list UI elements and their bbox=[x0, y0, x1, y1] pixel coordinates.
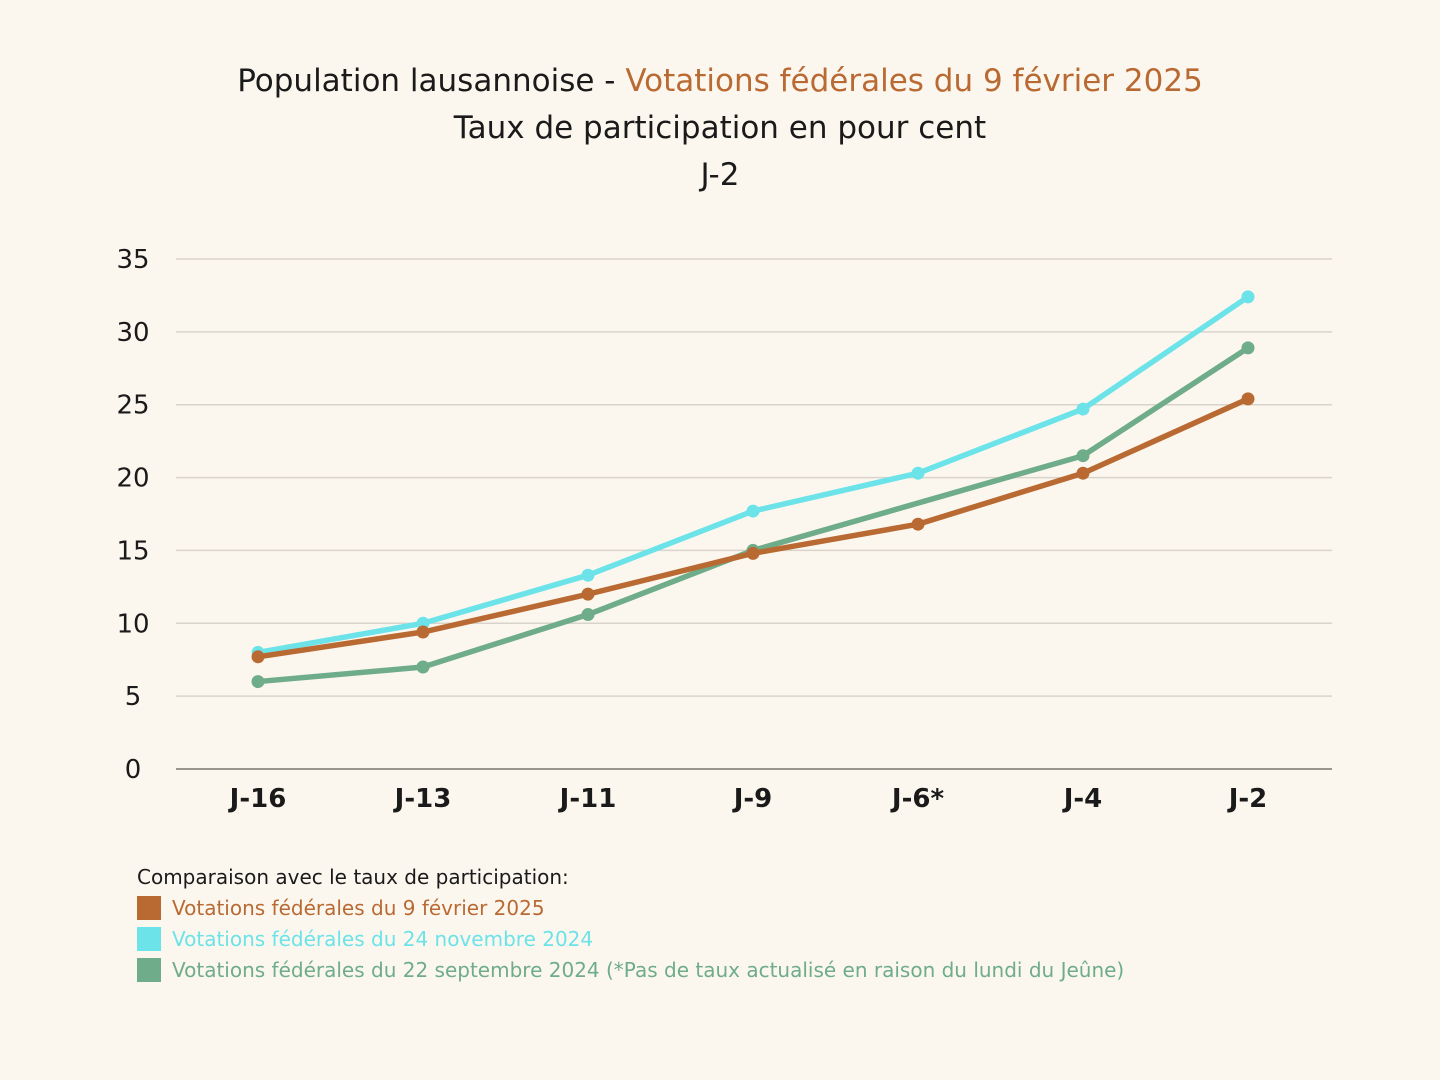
legend-swatch-nov2024 bbox=[137, 926, 161, 951]
data-point-s2-3 bbox=[746, 546, 760, 560]
data-point-s0-5 bbox=[1076, 402, 1090, 416]
legend-swatch-feb2025 bbox=[137, 895, 161, 920]
legend-label-sep2024: Votations fédérales du 22 septembre 2024… bbox=[172, 957, 1125, 982]
chart-title: Population lausannoise - Votations fédér… bbox=[0, 58, 1440, 105]
chart-title-prefix: Population lausannoise - bbox=[237, 63, 626, 99]
data-point-s2-5 bbox=[1076, 466, 1090, 480]
legend-item-sep2024: Votations fédérales du 22 septembre 2024… bbox=[137, 954, 1124, 985]
data-point-s0-3 bbox=[746, 504, 760, 518]
series-line-0 bbox=[255, 294, 1251, 656]
x-tick-label-J13: J-13 bbox=[393, 784, 452, 814]
data-point-s1-1 bbox=[416, 660, 430, 674]
legend-swatch-sep2024 bbox=[137, 957, 161, 982]
chart-subtitle-period: J-2 bbox=[700, 157, 740, 193]
x-tick-label-J11: J-11 bbox=[558, 784, 617, 814]
x-tick-label-J16: J-16 bbox=[228, 784, 287, 814]
x-tick-label-J9: J-9 bbox=[732, 784, 773, 814]
legend: Comparaison avec le taux de participatio… bbox=[137, 862, 1124, 985]
y-tick-label-25: 25 bbox=[116, 391, 149, 421]
data-point-s1-5 bbox=[1076, 449, 1090, 463]
data-point-s2-0 bbox=[251, 650, 265, 664]
data-point-s1-0 bbox=[251, 675, 265, 689]
data-point-s0-2 bbox=[581, 568, 595, 582]
legend-item-nov2024: Votations fédérales du 24 novembre 2024 bbox=[137, 923, 1124, 954]
data-point-s1-6 bbox=[1241, 341, 1255, 355]
x-tick-label-J2: J-2 bbox=[1227, 784, 1268, 814]
series-line-2 bbox=[255, 396, 1251, 660]
legend-label-feb2025: Votations fédérales du 9 février 2025 bbox=[172, 895, 545, 920]
y-tick-label-10: 10 bbox=[116, 609, 149, 639]
data-point-s2-1 bbox=[416, 625, 430, 639]
data-point-s0-4 bbox=[911, 466, 925, 480]
y-tick-label-0: 0 bbox=[125, 755, 142, 785]
data-point-s0-6 bbox=[1241, 290, 1255, 304]
series-line-1 bbox=[255, 345, 1251, 685]
x-tick-label-J4: J-4 bbox=[1062, 784, 1103, 814]
chart-title-block: Population lausannoise - Votations fédér… bbox=[0, 58, 1440, 199]
data-point-s2-6 bbox=[1241, 392, 1255, 406]
data-point-s1-2 bbox=[581, 608, 595, 622]
data-point-s2-2 bbox=[581, 587, 595, 601]
y-tick-label-35: 35 bbox=[116, 245, 149, 275]
data-point-s2-4 bbox=[911, 517, 925, 531]
chart-subtitle: Taux de participation en pour cent bbox=[453, 110, 987, 146]
y-tick-label-30: 30 bbox=[116, 318, 149, 348]
y-tick-label-15: 15 bbox=[116, 536, 149, 566]
legend-title: Comparaison avec le taux de participatio… bbox=[137, 865, 569, 889]
y-tick-label-5: 5 bbox=[125, 682, 142, 712]
legend-label-nov2024: Votations fédérales du 24 novembre 2024 bbox=[172, 926, 594, 951]
chart-title-accent: Votations fédérales du 9 février 2025 bbox=[625, 63, 1203, 99]
y-tick-label-20: 20 bbox=[116, 464, 149, 494]
legend-item-feb2025: Votations fédérales du 9 février 2025 bbox=[137, 892, 1124, 923]
x-tick-label-J6: J-6* bbox=[890, 784, 945, 814]
